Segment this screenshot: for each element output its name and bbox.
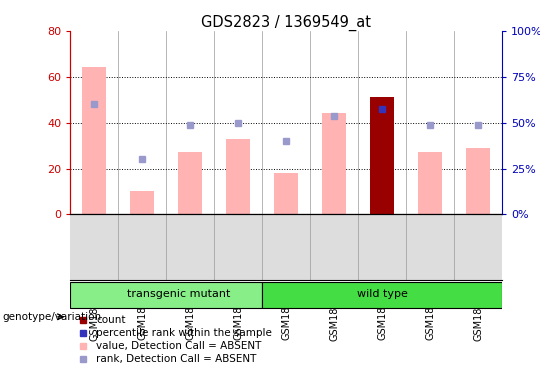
Bar bbox=[226, 139, 250, 214]
Text: transgenic mutant: transgenic mutant bbox=[126, 289, 230, 299]
Bar bbox=[70, 281, 262, 308]
Bar bbox=[274, 173, 298, 214]
Text: percentile rank within the sample: percentile rank within the sample bbox=[96, 328, 272, 338]
Bar bbox=[466, 148, 490, 214]
Title: GDS2823 / 1369549_at: GDS2823 / 1369549_at bbox=[201, 15, 371, 31]
Text: rank, Detection Call = ABSENT: rank, Detection Call = ABSENT bbox=[96, 354, 256, 364]
Bar bbox=[370, 97, 394, 214]
Bar bbox=[262, 281, 502, 308]
Text: count: count bbox=[96, 315, 126, 325]
Bar bbox=[130, 192, 154, 214]
Bar bbox=[178, 152, 202, 214]
Text: value, Detection Call = ABSENT: value, Detection Call = ABSENT bbox=[96, 341, 261, 351]
Bar bbox=[82, 68, 106, 214]
Text: genotype/variation: genotype/variation bbox=[3, 312, 102, 322]
Text: wild type: wild type bbox=[357, 289, 408, 299]
Bar bbox=[418, 152, 442, 214]
Bar bbox=[322, 113, 346, 214]
